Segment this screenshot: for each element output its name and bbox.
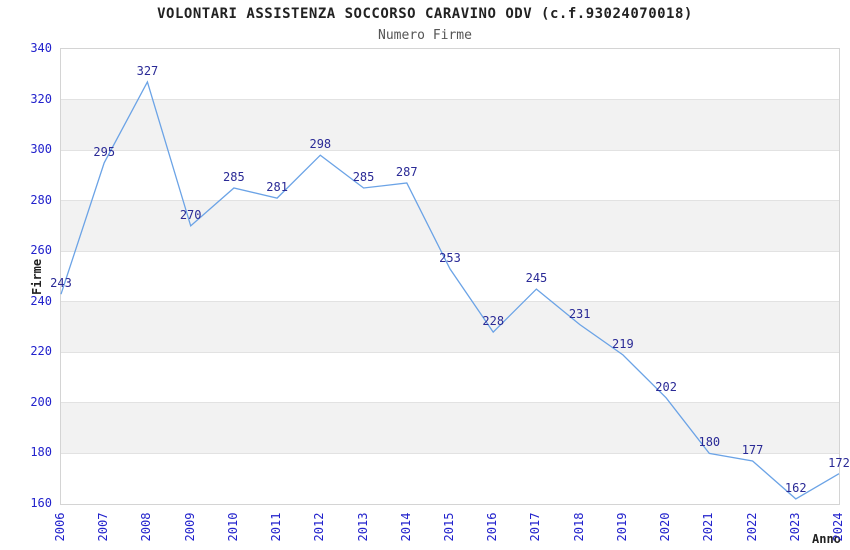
data-label: 327 (136, 63, 159, 78)
y-tick-label: 220 (30, 344, 52, 359)
data-label: 202 (655, 379, 677, 394)
data-label: 295 (93, 144, 116, 159)
plot-band (61, 402, 839, 454)
x-tick-label: 2010 (225, 512, 240, 542)
gridline (61, 301, 839, 303)
data-label: 180 (698, 435, 721, 450)
x-tick-label: 2007 (96, 512, 111, 542)
data-label: 228 (482, 314, 505, 329)
data-label: 177 (741, 443, 764, 458)
chart-subtitle: Numero Firme (378, 28, 472, 43)
data-label: 287 (395, 164, 418, 179)
data-label: 243 (50, 276, 72, 291)
y-tick-label: 340 (30, 41, 52, 55)
x-tick-label: 2009 (182, 512, 197, 542)
gridline (61, 200, 839, 202)
data-label: 172 (828, 455, 850, 470)
x-tick-label: 2015 (442, 512, 456, 542)
x-tick-label: 2022 (744, 512, 759, 542)
x-tick-label: 2016 (485, 512, 500, 542)
plot-band (61, 301, 839, 353)
gridline (61, 452, 839, 454)
x-tick-label: 2019 (614, 512, 629, 542)
data-label: 231 (568, 306, 591, 321)
x-tick-label: 2013 (355, 512, 370, 542)
y-tick-label: 260 (30, 243, 52, 258)
data-label: 285 (223, 170, 245, 185)
x-tick-label: 2021 (701, 512, 716, 542)
x-tick-label: 2008 (139, 512, 154, 542)
y-tick-label: 160 (30, 496, 52, 510)
plot-band (61, 99, 839, 151)
gridline (61, 402, 839, 404)
x-tick-label: 2011 (269, 512, 284, 542)
data-label: 162 (784, 480, 807, 495)
data-label: 219 (612, 336, 634, 351)
y-tick-label: 240 (30, 293, 52, 308)
x-tick-label: 2020 (658, 512, 673, 542)
data-label: 298 (309, 137, 332, 152)
plot-area: 243 295 327 270 285 281 298 285 287 253 228 245 231 2… (50, 48, 850, 505)
x-tick-label: 2017 (528, 512, 543, 542)
data-label: 270 (179, 207, 202, 222)
x-tick-label: 2018 (571, 512, 586, 542)
y-tick-label: 200 (30, 394, 52, 409)
gridline (61, 99, 839, 101)
gridline (61, 250, 839, 252)
data-label: 253 (439, 250, 461, 265)
data-label: 245 (525, 271, 548, 286)
y-tick-label: 320 (30, 91, 52, 106)
gridline (61, 351, 839, 353)
page-title: VOLONTARI ASSISTENZA SOCCORSO CARAVINO O… (157, 6, 693, 22)
y-tick-label: 180 (30, 445, 52, 460)
y-axis-title: Firme (30, 258, 44, 295)
y-tick-label: 280 (30, 192, 52, 207)
line-series (60, 80, 840, 500)
x-tick-label: 2012 (312, 512, 327, 542)
y-tick-label: 300 (30, 142, 52, 157)
data-label: 281 (266, 180, 288, 195)
x-axis-title: Anno (812, 532, 841, 546)
x-tick-label: 2014 (398, 512, 413, 542)
x-tick-label: 2006 (53, 512, 67, 542)
data-label: 285 (352, 170, 375, 185)
x-tick-label: 2024 (831, 512, 845, 542)
x-tick-label: 2023 (787, 512, 802, 542)
gridline (61, 149, 839, 151)
